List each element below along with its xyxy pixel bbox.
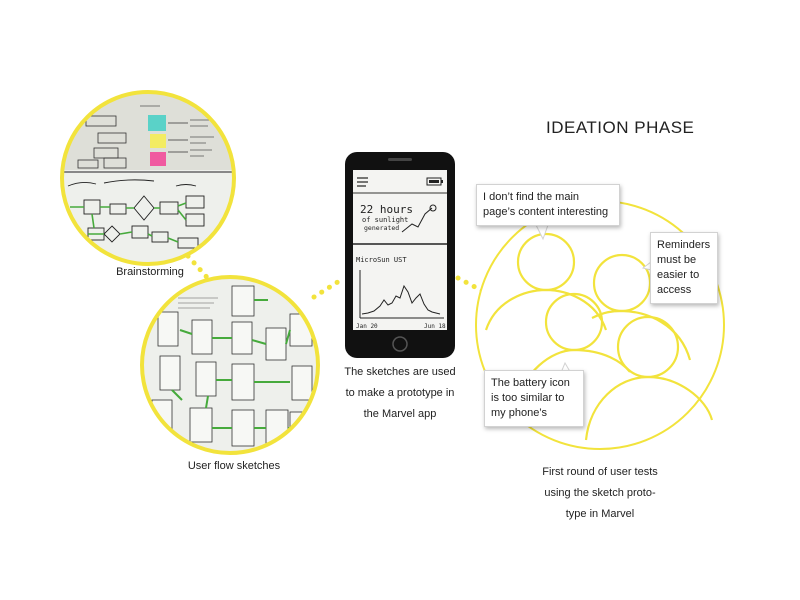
prototype-caption-line: to make a prototype in xyxy=(345,387,455,399)
battery-icon xyxy=(426,177,443,186)
feedback-bubble-main-page: I don’t find the main page’s content int… xyxy=(476,184,620,226)
user-tests-caption: First round of user tests using the sket… xyxy=(530,462,670,525)
screen-x-start-label: Jan 20 xyxy=(356,323,378,330)
screen-headline-line-3: generated xyxy=(364,224,399,232)
screen-x-end-label: Jun 18 xyxy=(424,323,446,330)
phone-prototype: 22 hours of sunlight generated MicroSun … xyxy=(345,152,455,358)
home-button xyxy=(392,336,408,352)
brainstorming-caption: Brainstorming xyxy=(116,266,184,278)
feedback-text: The battery icon is too similar to my ph… xyxy=(491,377,570,419)
user-tests-caption-line: First round of user tests xyxy=(542,466,658,478)
brainstorming-photo xyxy=(60,90,236,266)
sticky-note-teal xyxy=(148,115,166,131)
page-title: IDEATION PHASE xyxy=(546,118,695,137)
user-flow-photo xyxy=(140,275,320,455)
prototype-caption-line: the Marvel app xyxy=(363,408,437,420)
feedback-text: Reminders must be easier to access xyxy=(657,239,711,296)
screen-trend-line xyxy=(401,207,433,233)
feedback-text: I don’t find the main page’s content int… xyxy=(483,191,609,218)
sticky-note-yellow xyxy=(150,134,166,148)
user-tests-caption-line: using the sketch proto- xyxy=(544,487,656,499)
feedback-bubble-battery: The battery icon is too similar to my ph… xyxy=(484,370,584,427)
screen-chart-series xyxy=(361,284,441,315)
screen-chart-label: MicroSun UST xyxy=(356,256,407,264)
prototype-caption: The sketches are used to make a prototyp… xyxy=(335,362,465,425)
screen-headline-line-2: of sunlight xyxy=(362,216,408,224)
user-flow-caption: User flow sketches xyxy=(187,460,281,472)
prototype-caption-line: The sketches are used xyxy=(344,366,456,378)
user-tests-caption-line: type in Marvel xyxy=(565,508,635,520)
menu-icon xyxy=(357,177,368,187)
dotted-connectors xyxy=(185,253,495,300)
screen-headline-line-1: 22 hours xyxy=(360,203,413,216)
feedback-bubble-reminders: Reminders must be easier to access xyxy=(650,232,718,304)
sticky-note-pink xyxy=(150,152,166,166)
